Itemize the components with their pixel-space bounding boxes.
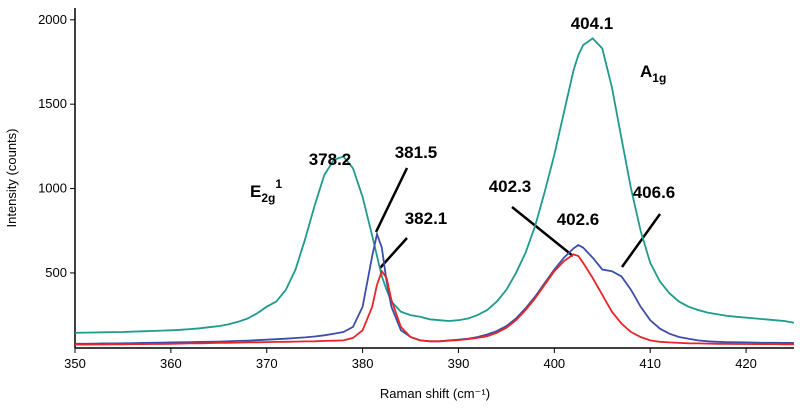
peak-label: 402.6 xyxy=(557,210,600,229)
peak-label: 382.1 xyxy=(405,209,448,228)
x-tick-label: 360 xyxy=(160,356,182,371)
mode-label: E2g1 xyxy=(250,177,282,205)
x-tick-label: 420 xyxy=(735,356,757,371)
y-tick-label: 2000 xyxy=(38,12,67,27)
spectrum-line xyxy=(74,37,795,334)
peak-label: 381.5 xyxy=(395,143,438,162)
peak-label: 402.3 xyxy=(489,177,532,196)
x-tick-label: 390 xyxy=(448,356,470,371)
leader-line xyxy=(511,206,574,257)
peak-label: 406.6 xyxy=(633,183,676,202)
mode-label: A1g xyxy=(640,62,666,85)
mode-label-base: A xyxy=(640,62,652,81)
peak-label: 404.1 xyxy=(571,14,614,33)
x-tick-label: 350 xyxy=(64,356,86,371)
y-tick-label: 1500 xyxy=(38,96,67,111)
peak-label: 378.2 xyxy=(309,150,352,169)
y-axis-label: Intensity (counts) xyxy=(4,129,19,228)
x-axis-label: Raman shift (cm⁻¹) xyxy=(380,386,490,401)
leader-line xyxy=(374,167,409,233)
x-tick-label: 380 xyxy=(352,356,374,371)
spectrum-line xyxy=(75,253,794,346)
leader-line xyxy=(620,213,662,268)
mode-label-sub: 2g xyxy=(261,191,275,205)
mode-label-sup: 1 xyxy=(275,177,282,191)
x-tick-label: 370 xyxy=(256,356,278,371)
mode-label-sub: 1g xyxy=(652,71,666,85)
mode-label-base: E xyxy=(250,182,261,201)
x-tick-label: 400 xyxy=(543,356,565,371)
y-tick-label: 500 xyxy=(45,265,67,280)
y-tick-label: 1000 xyxy=(38,181,67,196)
spectrum-line xyxy=(75,230,794,345)
x-tick-label: 410 xyxy=(639,356,661,371)
